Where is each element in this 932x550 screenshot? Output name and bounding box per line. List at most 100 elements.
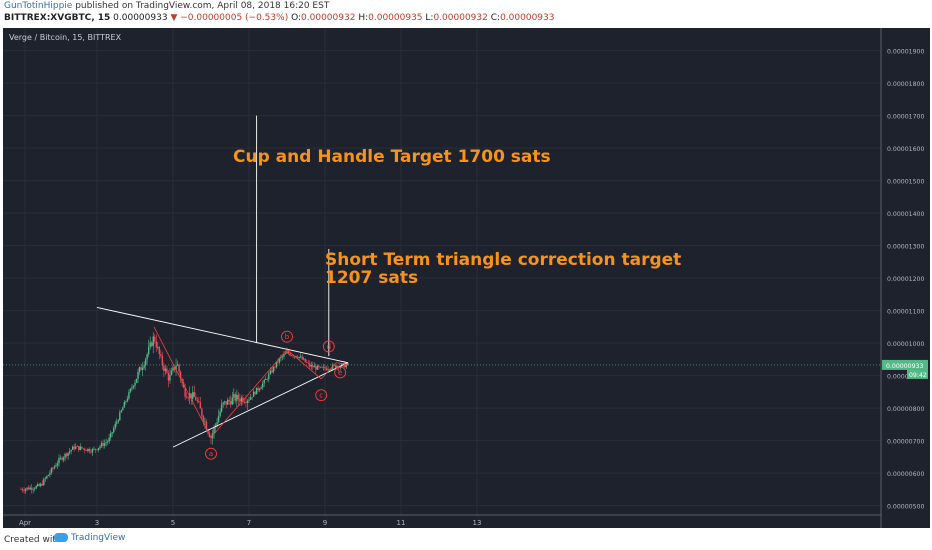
candle-body: [81, 446, 83, 449]
tradingview-link[interactable]: TradingView: [54, 533, 125, 543]
author-link[interactable]: GunTotinHippie: [4, 1, 73, 11]
drawings: a b c d e Cup and Handle Target 1700 sats Shor…: [3, 115, 881, 460]
price-change: −0.00000005 (−0.53%): [180, 13, 289, 23]
candle-body: [307, 362, 309, 364]
candle-body: [220, 404, 223, 412]
candle-body: [79, 446, 81, 450]
candle-body: [84, 448, 86, 451]
candle-body: [50, 468, 53, 474]
candle-body: [228, 399, 230, 402]
candle-body: [272, 367, 275, 373]
candle-body: [71, 446, 74, 450]
candle-body: [132, 385, 135, 388]
candle-body: [41, 483, 43, 486]
candle-body: [58, 457, 60, 464]
candle-body: [56, 463, 59, 466]
candle-body: [299, 356, 302, 358]
candle-body: [43, 479, 45, 486]
wave-line: [320, 362, 337, 380]
candle-body: [248, 399, 250, 401]
chart-legend: Verge / Bitcoin, 15, BITTREX: [9, 33, 122, 42]
candle-body: [321, 366, 323, 368]
candle-body: [29, 487, 31, 490]
candle-body: [274, 367, 276, 368]
candle-body: [109, 433, 112, 438]
price-tick-label: 0.00000700: [887, 439, 924, 446]
candle-body: [193, 392, 195, 397]
candle-body: [202, 416, 205, 422]
candle-body: [163, 365, 165, 371]
created-with: Created with: [4, 535, 62, 545]
price-tick-label: 0.00001500: [887, 179, 924, 186]
chart-area[interactable]: a b c d e Cup and Handle Target 1700 sats Shor…: [3, 28, 930, 528]
candle-body: [123, 402, 126, 408]
candle-body: [173, 367, 176, 370]
candle-body: [160, 354, 162, 356]
candle-body: [167, 373, 170, 381]
candle-body: [100, 443, 103, 447]
candle-body: [213, 427, 215, 434]
time-axis[interactable]: Apr 3 5 7 9 11 13: [3, 514, 881, 527]
candle-body: [76, 446, 78, 447]
candle-body: [64, 453, 66, 458]
price-tick-label: 0.00001800: [887, 81, 924, 88]
candle-body: [138, 367, 141, 372]
candle-body: [135, 378, 138, 383]
candle-body: [284, 353, 287, 355]
price-tick-label: 0.00001600: [887, 146, 924, 153]
candle-body: [75, 446, 77, 449]
candle-body: [26, 487, 28, 490]
candle-body: [90, 451, 92, 453]
candle-body: [30, 487, 33, 490]
candle-body: [301, 356, 303, 360]
candle-body: [23, 490, 25, 491]
last-price: 0.00000933: [113, 13, 168, 23]
candle-body: [99, 446, 101, 448]
price-chart[interactable]: a b c d e Cup and Handle Target 1700 sats Shor…: [3, 28, 930, 528]
candle-body: [82, 448, 85, 450]
candle-body: [254, 391, 256, 395]
cup-handle-annotation: Cup and Handle Target 1700 sats: [233, 147, 551, 167]
publish-info: published on TradingView.com, April 08, …: [75, 1, 330, 11]
time-tick-label: 11: [397, 519, 406, 527]
candle-body: [169, 374, 171, 381]
candle-body: [97, 447, 100, 450]
candle-body: [46, 476, 48, 479]
candle-body: [196, 400, 199, 402]
candle-body: [295, 355, 297, 358]
candle-body: [223, 401, 226, 403]
candle-body: [269, 370, 271, 375]
candle-body: [257, 387, 259, 390]
candle-body: [245, 402, 247, 403]
countdown-label: 09:42: [909, 372, 927, 379]
candle-body: [59, 457, 62, 459]
candle-body: [192, 392, 194, 399]
candle-body: [27, 487, 30, 490]
candle-body: [217, 416, 220, 423]
price-tick-label: 0.00001900: [887, 49, 924, 56]
candle-body: [38, 484, 40, 487]
candle-body: [151, 342, 153, 347]
wave-label: e: [338, 369, 342, 377]
candle-body: [325, 368, 328, 370]
candle-body: [304, 358, 306, 363]
candle-body: [342, 363, 344, 364]
wave-label-circle: [334, 366, 347, 379]
candle-body: [40, 483, 42, 487]
candle-body: [164, 368, 167, 371]
o-label: O:: [291, 13, 302, 23]
candle-body: [190, 393, 192, 399]
candle-body: [260, 387, 262, 389]
candle-body: [61, 457, 63, 460]
candle-body: [129, 388, 132, 392]
candle-body: [24, 489, 27, 491]
candle-body: [108, 437, 110, 442]
price-tick-label: 0.00000900: [887, 374, 924, 381]
price-axis[interactable]: 0.00001900 0.00001800 0.00001700 0.00001600…: [880, 28, 930, 528]
candle-body: [336, 366, 338, 368]
candle-body: [55, 465, 57, 467]
candle-body: [170, 370, 173, 375]
candle-body: [258, 388, 261, 390]
candle-body: [310, 365, 313, 367]
candle-body: [195, 396, 197, 401]
